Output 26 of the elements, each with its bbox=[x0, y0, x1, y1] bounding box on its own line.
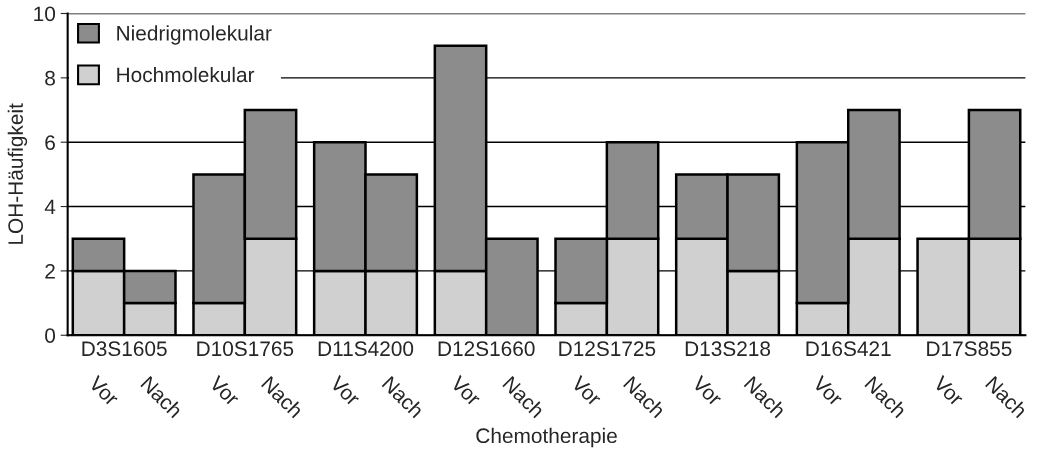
legend-label: Hochmolekular bbox=[117, 66, 255, 83]
x-tick-label: Vor bbox=[449, 374, 482, 407]
x-tick-label: Vor bbox=[87, 374, 120, 407]
x-tick-label: Vor bbox=[691, 374, 724, 407]
x-tick-label: Vor bbox=[329, 374, 362, 407]
x-tick-label: Vor bbox=[932, 374, 965, 407]
legend-label: Niedrigmolekular bbox=[117, 25, 272, 45]
y-tick-label: 6 bbox=[45, 135, 55, 150]
y-tick-label: 10 bbox=[34, 6, 56, 22]
x-tick-label: Vor bbox=[811, 374, 844, 407]
x-tick-label: Vor bbox=[570, 374, 603, 407]
text: D3S1605 bbox=[82, 341, 167, 357]
text: D10S1765 bbox=[197, 341, 294, 357]
x-tick-label: Vor bbox=[208, 374, 241, 407]
y-axis-title: LOH-Häufigkeit bbox=[7, 103, 28, 244]
text: D12S1660 bbox=[438, 341, 535, 357]
y-tick-label: 4 bbox=[44, 199, 56, 215]
x-axis-title: Chemotherapie bbox=[476, 427, 617, 448]
text: D13S218 bbox=[685, 341, 771, 357]
text: D11S4200 bbox=[318, 341, 414, 357]
text: D17S855 bbox=[927, 341, 1012, 357]
y-tick-label: 2 bbox=[45, 263, 55, 279]
y-tick-label: 8 bbox=[45, 70, 55, 86]
y-tick-label: 0 bbox=[45, 328, 56, 343]
text: D16S421 bbox=[806, 341, 891, 357]
text: D12S1725 bbox=[559, 341, 656, 357]
